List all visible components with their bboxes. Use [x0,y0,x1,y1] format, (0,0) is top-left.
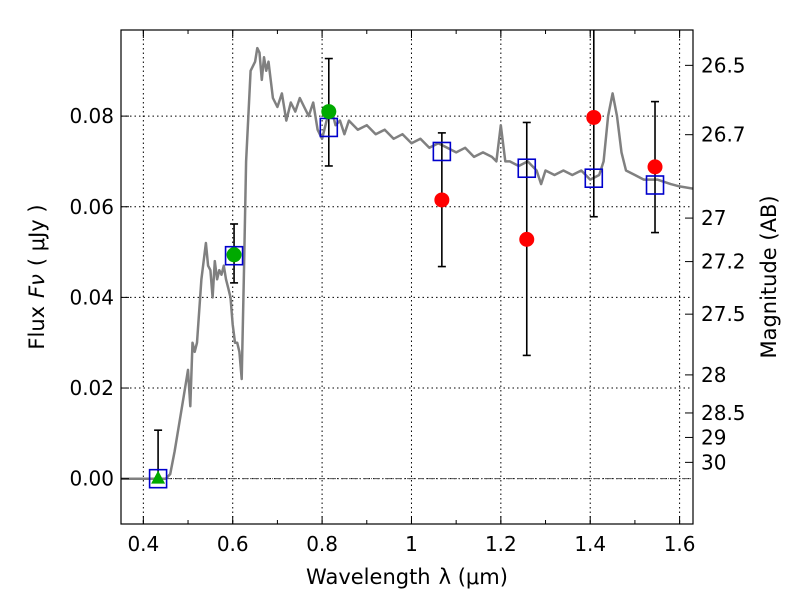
y-tick-label: 0.02 [69,376,114,400]
model-square-marker [148,468,168,489]
model-square-marker [645,175,665,195]
model-square-marker [517,158,537,179]
mag-tick-label: 27.5 [701,302,746,326]
model-square-marker [224,245,244,266]
x-axis-label: Wavelength λ (μm) [306,565,508,589]
mag-tick-label: 26.7 [701,123,746,147]
y-tick-label: 0.04 [69,285,114,309]
infrared-point-marker [586,109,602,125]
y-axis-label: Flux Fν ( μJy ) [25,204,49,349]
mag-tick-label: 30 [701,450,726,474]
optical-point-marker [226,247,242,263]
y-tick-label: 0.00 [69,467,114,491]
mag-tick-label: 27.2 [701,250,746,274]
mag-tick-label: 29 [701,425,726,449]
x-tick-label: 0.8 [306,532,338,556]
x-tick-label: 0.6 [217,532,249,556]
mag-tick-label: 27 [701,206,726,230]
y-axis-label-unit: ( μJy ) [25,204,49,266]
mag-tick-label: 28.5 [701,401,746,425]
infrared-point-marker [434,192,450,208]
y-axis-label-symbol: Fν [25,274,49,298]
y-tick-label: 0.08 [69,104,114,128]
infrared-point-marker [647,159,663,175]
plot-background [121,30,693,524]
x-tick-label: 1 [405,532,418,556]
model-square-marker [432,141,452,162]
mag-tick-label: 28 [701,363,726,387]
optical-point-marker [321,104,337,120]
y-tick-label: 0.06 [69,195,114,219]
y2-axis-label: Magnitude (AB) [757,195,781,358]
x-tick-label: 1.2 [485,532,517,556]
detection-triangle-marker [151,470,166,484]
x-axis-label-word: Wavelength [306,565,431,589]
mag-tick-label: 26.5 [701,53,746,77]
x-tick-label: 1.6 [664,532,696,556]
marker-layer [148,30,665,489]
plot-frame [120,29,694,525]
x-tick-label: 0.4 [127,532,159,556]
x-tick-label: 1.4 [574,532,606,556]
model-square-marker [584,168,604,188]
infrared-point-marker [519,231,535,247]
y-axis-label-word: Flux [25,306,49,350]
ticks: 0.4 0.6 0.8 1 1.2 1.4 1.6 0.00 0.02 0.04 0.06 0.08 2… [69,30,746,556]
x-axis-label-symbol: λ (μm) [439,565,508,589]
